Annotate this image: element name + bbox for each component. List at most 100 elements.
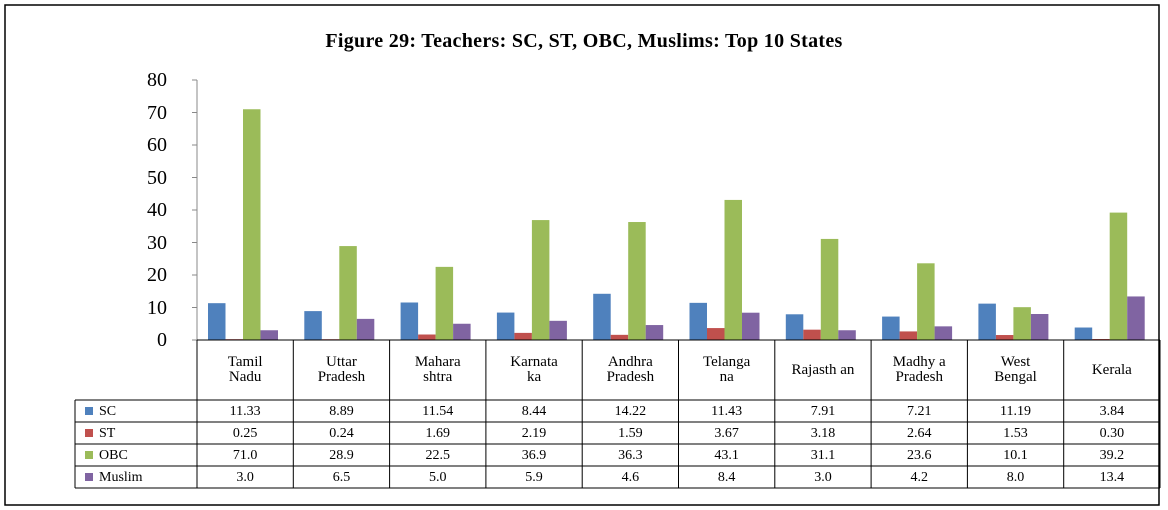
table-value: 23.6 [906,447,932,463]
bar [1013,307,1031,340]
x-tick-label: Mahara shtra [414,354,461,385]
bar [689,302,707,340]
table-value: 5.0 [428,469,447,485]
table-value: 28.9 [329,447,354,463]
table-value: 14.22 [614,403,647,419]
x-tick-label: Telanga na [703,354,751,385]
bar [1074,327,1093,340]
legend-key [85,429,93,437]
table-value: 2.64 [906,425,932,441]
bar [496,312,515,340]
x-tick-label: Kerala [1091,361,1132,378]
bar [1109,212,1128,340]
table-value: 8.44 [521,403,547,419]
y-tick-label: 60 [147,134,167,156]
legend-label: OBC [99,447,128,463]
bar [243,109,261,340]
table-value: 43.1 [714,447,739,463]
bar [978,303,996,340]
bar [549,320,567,340]
table-value: 11.43 [711,403,743,419]
y-tick-label: 10 [147,296,167,319]
bar [1127,296,1145,340]
legend-label: Muslim [99,469,143,485]
legend-key [85,451,93,459]
table-value: 0.25 [232,425,258,441]
table-value: 3.18 [810,425,836,441]
table-value: 31.1 [810,447,836,463]
bar [934,326,953,340]
y-tick-label: 30 [147,231,167,254]
y-tick-label: 0 [157,329,167,351]
table-value: 8.0 [1006,469,1025,485]
table-value: 13.4 [1099,469,1125,485]
table-value: 8.4 [717,469,736,485]
table-value: 8.89 [329,403,354,419]
bar [882,316,900,340]
y-tick-label: 80 [147,69,167,91]
x-tick-label: Andhra Pradesh [606,354,655,385]
bar [803,329,821,340]
bar [645,325,664,340]
table-value: 7.91 [810,403,836,419]
legend-label: ST [99,425,116,441]
bar [917,263,935,340]
table-value: 11.33 [229,403,261,419]
bar [208,303,226,340]
table-value: 11.54 [422,403,454,419]
y-tick-label: 40 [147,199,167,221]
table-value: 7.21 [906,403,932,419]
y-tick-label: 70 [147,101,167,124]
table-value: 2.19 [521,425,547,441]
bar [899,331,918,340]
bar [820,238,839,340]
bar [742,312,760,340]
bar [435,266,454,340]
table-value: 1.69 [425,425,450,441]
bar [995,335,1014,340]
table-value: 3.0 [814,469,832,485]
x-tick-label: Karnata ka [510,354,558,385]
table-value: 6.5 [332,469,351,485]
bar [724,199,742,340]
table-value: 0.24 [329,425,354,441]
bar [418,334,436,340]
chart-title: Figure 29: Teachers: SC, ST, OBC, Muslim… [325,30,843,52]
bar [1030,314,1049,340]
legend-key [85,473,93,481]
bar [400,302,419,340]
y-tick-label: 20 [147,264,167,286]
bar [610,334,629,340]
table-value: 36.9 [521,447,547,463]
table-value: 36.3 [618,447,643,463]
x-tick-label: Rajasth an [791,361,855,378]
bar [514,332,532,340]
bar [838,330,856,340]
x-tick-label: Uttar Pradesh [317,354,366,385]
table-value: 3.84 [1099,403,1125,419]
legend-key [85,407,93,415]
table-value: 4.6 [621,469,640,485]
table-value: 71.0 [232,447,258,463]
table-value: 1.59 [618,425,643,441]
bar [628,222,646,340]
x-tick-label: West Bengal [994,354,1037,385]
table-value: 4.2 [910,469,928,485]
bar [593,293,611,340]
frame [4,4,1160,506]
table-value: 39.2 [1099,447,1125,463]
x-tick-label: Madhy a Pradesh [892,354,946,385]
x-tick-label: Tamil Nadu [227,354,263,385]
bar [339,246,357,340]
table-value: 22.5 [425,447,450,463]
table-value: 11.19 [1000,403,1032,419]
bar [260,330,278,340]
table-value: 3.0 [236,469,254,485]
table-value: 5.9 [525,469,543,485]
bar [356,318,375,340]
bar [785,314,804,340]
bar [531,220,550,340]
table-value: 0.30 [1099,425,1125,441]
